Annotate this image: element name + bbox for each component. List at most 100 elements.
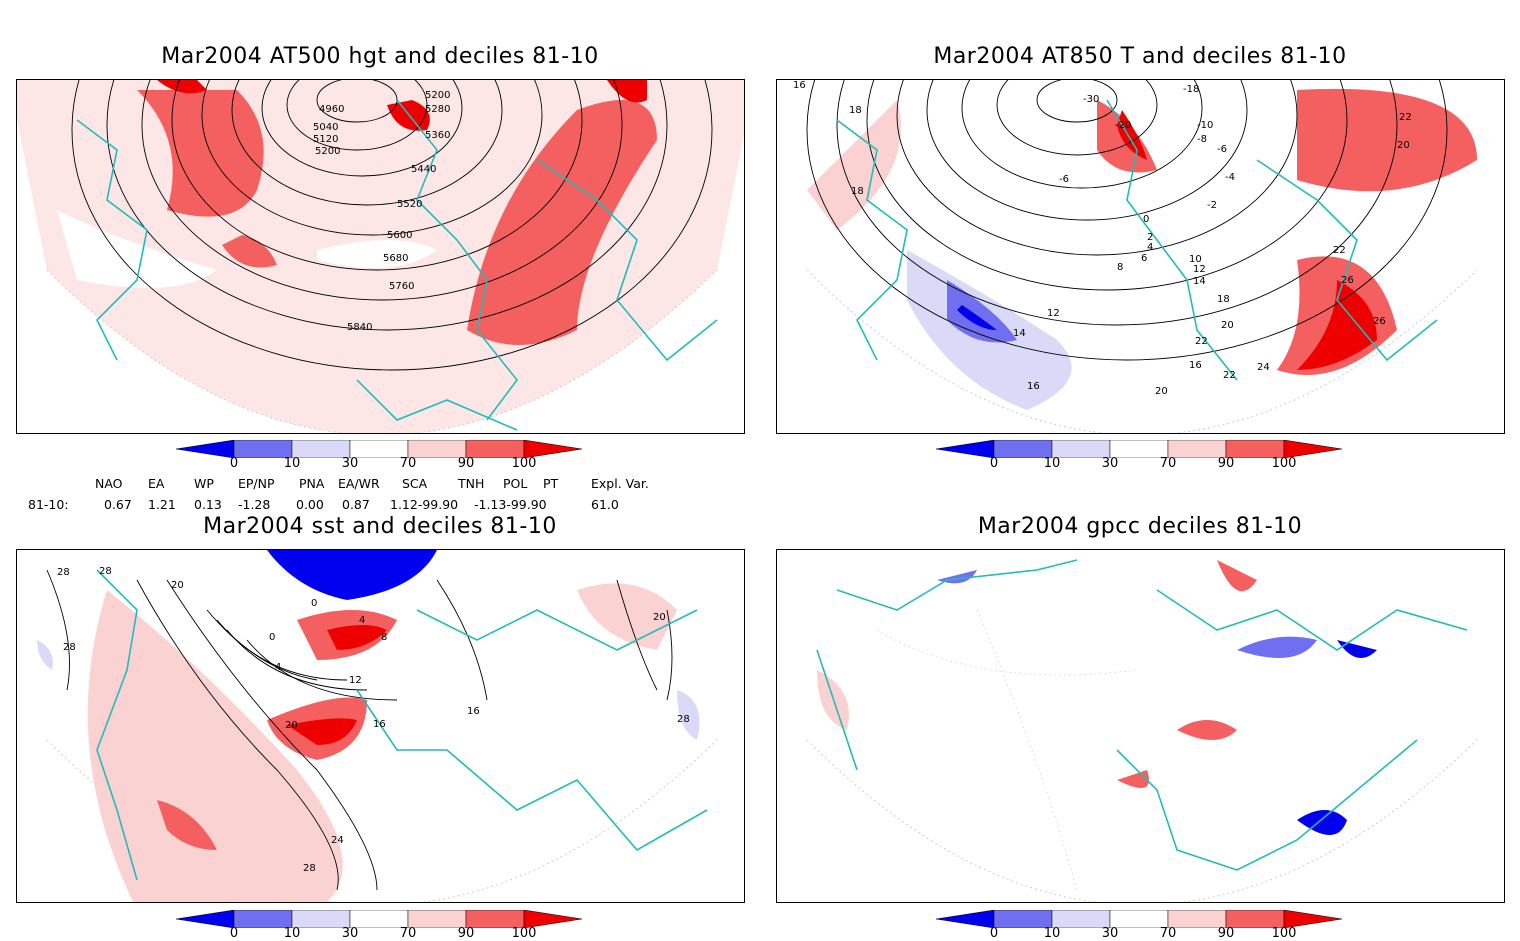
contour-lines: [806, 80, 1448, 361]
colorbar-tick: 30: [1101, 926, 1119, 941]
anomaly-core: [1337, 640, 1377, 658]
contour-label: 16: [1027, 381, 1040, 392]
colorbar-top-left: 0 10 30 70 90 100: [175, 439, 586, 476]
contour-label: -30: [1083, 94, 1099, 105]
contour-lines: [71, 80, 713, 371]
colorbar-svg: [935, 909, 1343, 929]
contour-label: 5520: [397, 199, 422, 210]
domain-edge: [46, 269, 718, 433]
index-value: 0.67: [104, 497, 132, 512]
colorbar-tick: 100: [511, 926, 537, 941]
anomaly-blob: [807, 100, 901, 230]
index-header: TNH: [458, 476, 485, 491]
teleconnection-indices: NAO EA WP EP/NP PNA EA/WR SCA TNH POL PT…: [0, 474, 760, 514]
colorbar-tick: 100: [1271, 926, 1297, 941]
index-row-label: 81-10:: [28, 497, 69, 512]
colorbar-bottom-left: 0 10 30 70 90 100: [175, 909, 586, 941]
colorbar-tick: 0: [229, 926, 239, 941]
contour-label: 28: [57, 567, 70, 578]
colorbar-tick: 70: [1159, 926, 1177, 941]
colorbar-tick: 0: [989, 926, 999, 941]
index-header: EA: [148, 476, 165, 491]
colorbar-tick: 70: [399, 926, 417, 941]
contour-label: 22: [1333, 245, 1346, 256]
contour-label: 20: [171, 580, 184, 591]
anomaly-blob: [222, 235, 277, 268]
contour-label: 20: [1221, 320, 1234, 331]
contour-label: 22: [1195, 336, 1208, 347]
anomaly-blob: [1217, 560, 1257, 592]
contour-label: 18: [851, 186, 864, 197]
map-gpcc-svg: [806, 559, 1478, 902]
anomaly-core: [327, 625, 387, 650]
index-header: PNA: [299, 476, 325, 491]
contour-label-group: 4960 5040 5120 5200 5200 5280 5360 5440 …: [313, 90, 450, 333]
anomaly-blob: [1297, 88, 1477, 192]
contour-label: 26: [1373, 316, 1386, 327]
contour-label-group: 28 28 28 20 0 4 8 4 0 12 16 20 24 28 16 …: [57, 566, 690, 874]
map-at850-svg: -30 -18 -20 -10 -8 -6 -6 -4 -2 0 2 4 6 8…: [777, 80, 1504, 433]
contour-label: 14: [1193, 276, 1206, 287]
index-value: -1.28: [238, 497, 271, 512]
colorbar-top-right: 0 10 30 70 90 100: [935, 439, 1346, 476]
anomaly-blob: [87, 590, 343, 902]
colorbar-tick: 30: [341, 456, 359, 471]
map-gpcc: [776, 549, 1505, 903]
domain-edge: [806, 269, 1478, 433]
anomaly-core: [1117, 110, 1147, 160]
contour-label: 12: [1047, 308, 1060, 319]
contour-label: 28: [303, 863, 316, 874]
colorbar-bottom-right: 0 10 30 70 90 100: [935, 909, 1346, 941]
contour-label: 4: [359, 615, 365, 626]
colorbar-tick: 10: [283, 456, 301, 471]
contour-label: 5120: [313, 134, 338, 145]
contour-label: 8: [1117, 262, 1123, 273]
contour-label: -20: [1115, 120, 1131, 131]
index-value: 61.0: [591, 497, 619, 512]
contour-label: 5040: [313, 122, 338, 133]
contour-label: 28: [63, 642, 76, 653]
index-value: 1.12-99.90: [390, 497, 459, 512]
anomaly-blob: [1237, 636, 1317, 658]
contour-label: 18: [849, 105, 862, 116]
map-at500-svg: 4960 5040 5120 5200 5200 5280 5360 5440 …: [17, 80, 744, 433]
contour-label: 22: [1223, 370, 1236, 381]
colorbar-tick: 10: [1043, 456, 1061, 471]
contour-label: 18: [1217, 294, 1230, 305]
anomaly-core: [157, 80, 207, 94]
index-header: Expl. Var.: [591, 476, 649, 491]
contour-label: 16: [1189, 360, 1202, 371]
colorbar-tick: 0: [989, 456, 999, 471]
anomaly-blob: [1117, 770, 1149, 788]
index-header: PT: [543, 476, 559, 491]
contour-label: 20: [653, 612, 666, 623]
colorbar-tick: 90: [1217, 926, 1235, 941]
contour-label: -18: [1183, 84, 1199, 95]
index-value: 1.21: [148, 497, 176, 512]
contour-label: 5680: [383, 253, 408, 264]
contour-label: 0: [269, 632, 275, 643]
map-at500: 4960 5040 5120 5200 5200 5280 5360 5440 …: [16, 79, 745, 434]
anomaly-blob: [157, 800, 217, 850]
anomaly-blob: [1177, 720, 1237, 740]
map-sst: 28 28 28 20 0 4 8 4 0 12 16 20 24 28 16 …: [16, 549, 745, 903]
index-header: POL: [503, 476, 528, 491]
coastlines: [816, 559, 1468, 871]
domain-edge: [806, 739, 1478, 902]
colorbar-tick: 70: [399, 456, 417, 471]
anomaly-blob: [947, 280, 1017, 343]
colorbar-tick: 30: [341, 926, 359, 941]
grid-line: [876, 629, 1138, 676]
anomaly-core: [957, 305, 997, 330]
coastlines: [96, 569, 708, 881]
colorbar-tick: 10: [1043, 926, 1061, 941]
contour-label: 0: [311, 598, 317, 609]
contour-label: 5200: [315, 146, 340, 157]
neutral-area: [317, 240, 437, 268]
colorbar-tick: 90: [457, 926, 475, 941]
contour-label: 4960: [319, 104, 344, 115]
contour-label: 6: [1141, 253, 1147, 264]
anomaly-blob: [677, 690, 700, 740]
contour-label: 8: [381, 632, 387, 643]
anomaly-blob: [37, 640, 53, 670]
